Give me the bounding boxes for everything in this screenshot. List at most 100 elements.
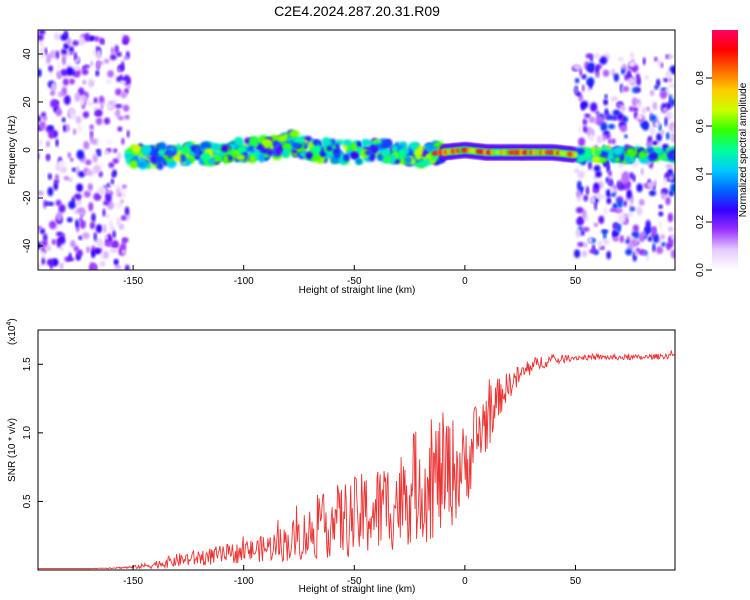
- heatmap-cell: [668, 94, 672, 104]
- heatmap-cell: [388, 155, 396, 165]
- heatmap-cell: [622, 86, 630, 93]
- heatmap-cell: [613, 73, 620, 82]
- heatmap-cell: [93, 248, 101, 255]
- heatmap-cell: [116, 187, 120, 198]
- heatmap-cell: [635, 99, 640, 104]
- heatmap-cell: [646, 147, 655, 154]
- heatmap-cell: [633, 110, 638, 120]
- heatmap-cell: [431, 153, 439, 162]
- heatmap-cell: [87, 183, 93, 191]
- heatmap-cell: [600, 193, 606, 200]
- heatmap-cell: [141, 146, 150, 157]
- heatmap-cell: [604, 108, 609, 115]
- heatmap-cell: [580, 102, 586, 111]
- heatmap-cell: [67, 152, 71, 159]
- heatmap-cell: [591, 197, 595, 204]
- heatmap-cell: [574, 168, 580, 173]
- heatmap-cell: [122, 39, 128, 45]
- heatmap-cell: [91, 212, 96, 223]
- heatmap-cell: [38, 225, 42, 231]
- heatmap-cell: [621, 173, 630, 184]
- heatmap-cell: [613, 223, 618, 229]
- heatmap-cell: [50, 99, 58, 108]
- heatmap-cell: [76, 183, 84, 192]
- x-tick-label: -150: [123, 276, 143, 287]
- heatmap-cell: [54, 173, 59, 181]
- heatmap-cell: [665, 164, 674, 169]
- heatmap-cell: [47, 125, 55, 131]
- heatmap-cell: [667, 212, 674, 223]
- y-tick-label: -20: [22, 190, 33, 205]
- heatmap-cell: [83, 190, 91, 198]
- heatmap-cell: [120, 199, 125, 204]
- heatmap-cell: [234, 136, 244, 146]
- heatmap-cell: [121, 249, 126, 255]
- heatmap-cell: [77, 124, 83, 134]
- heatmap-cell: [232, 149, 240, 157]
- heatmap-cell: [213, 143, 220, 150]
- heatmap-cell: [194, 145, 201, 156]
- heatmap-cell: [606, 152, 615, 160]
- heatmap-cell: [79, 217, 83, 222]
- heatmap-cell: [626, 69, 632, 79]
- heatmap-cell: [595, 110, 600, 116]
- heatmap-cell: [70, 114, 78, 120]
- x-tick-label: -50: [347, 576, 362, 587]
- heatmap-cell: [581, 84, 585, 92]
- heatmap-cell: [593, 53, 601, 60]
- heatmap-cell: [55, 231, 64, 237]
- heatmap-cell: [620, 105, 626, 112]
- spectrogram-y-ticks: -40 -20 0 20 40: [22, 48, 43, 253]
- heatmap-cell: [89, 221, 96, 230]
- heatmap-cell: [606, 114, 614, 121]
- heatmap-cell: [103, 235, 109, 240]
- heatmap-cell: [275, 145, 282, 156]
- snr-y-ticks: 0.5 1.0 1.5: [22, 357, 43, 508]
- x-tick-label: 50: [570, 276, 582, 287]
- heatmap-cell: [636, 114, 643, 120]
- heatmap-cell: [575, 206, 584, 214]
- heatmap-cell: [585, 53, 594, 59]
- heatmap-cell: [588, 116, 596, 124]
- heatmap-cell: [120, 60, 125, 71]
- heatmap-cell: [670, 249, 675, 259]
- heatmap-cell: [95, 69, 100, 77]
- heatmap-cell: [53, 182, 59, 191]
- heatmap-cell: [38, 34, 44, 41]
- heatmap-cell: [618, 180, 623, 190]
- heatmap-cell: [290, 142, 302, 149]
- heatmap-cell: [61, 117, 66, 123]
- colorbar-tick-label: 0.2: [695, 215, 706, 229]
- heatmap-cell: [69, 157, 74, 162]
- snr-lines: [38, 350, 675, 570]
- heatmap-cell: [116, 152, 122, 160]
- heatmap-cell: [68, 200, 76, 210]
- heatmap-cell: [93, 192, 102, 201]
- heatmap-cell: [602, 69, 610, 77]
- heatmap-peak: [573, 152, 578, 157]
- heatmap-cell: [671, 151, 675, 160]
- heatmap-cell: [397, 149, 406, 160]
- heatmap-cell: [93, 49, 97, 56]
- x-tick-label: 0: [462, 576, 468, 587]
- heatmap-cell: [625, 154, 631, 164]
- heatmap-cell: [576, 217, 584, 226]
- heatmap-cell: [61, 86, 68, 96]
- heatmap-cell: [48, 220, 57, 230]
- heatmap-cell: [63, 30, 69, 40]
- heatmap-cell: [665, 70, 672, 78]
- heatmap-cell: [66, 257, 75, 262]
- heatmap-cell: [652, 242, 656, 252]
- heatmap-cell: [132, 144, 143, 154]
- heatmap-cell: [155, 155, 165, 164]
- heatmap-cell: [82, 111, 90, 119]
- heatmap-cell: [57, 160, 66, 168]
- heatmap-cell: [106, 78, 112, 85]
- heatmap-cell: [632, 224, 639, 233]
- heatmap-cell: [86, 101, 94, 106]
- spectrogram-panel: -150 -100 -50 0 50 -40 -20 0 20 40 Height of str…: [7, 29, 676, 296]
- heatmap-cell: [38, 115, 41, 123]
- heatmap-cell: [582, 148, 592, 155]
- heatmap-cell: [610, 96, 619, 102]
